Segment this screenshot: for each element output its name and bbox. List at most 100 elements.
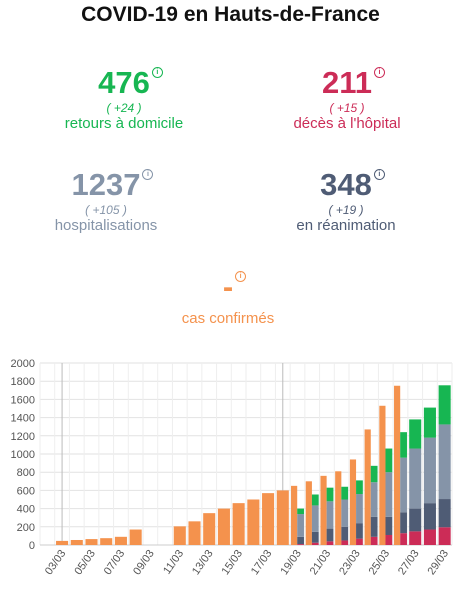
bar-segment-retours-domicile	[341, 486, 349, 500]
stat-deces: 211 i ( +15 ) décès à l'hôpital	[237, 66, 457, 133]
bar-segment-d-c-s-l-h-pital	[326, 541, 334, 545]
bar-cas-confirmes	[247, 499, 260, 545]
bar-cas-confirmes	[335, 471, 342, 545]
bar-segment-retours-domicile	[356, 480, 363, 495]
y-tick-label: 1200	[11, 431, 35, 443]
y-tick-label: 1800	[11, 376, 35, 388]
bar-segment-hospitalisations	[356, 494, 363, 524]
bar-cas-confirmes	[232, 503, 245, 545]
stat-reanimation-value: 348 i	[320, 168, 385, 202]
bar-cas-confirmes	[291, 485, 298, 545]
bar-segment-retours-domicile	[409, 419, 422, 449]
stat-hospitalisations-label: hospitalisations	[54, 217, 158, 234]
info-circle-icon[interactable]: i	[235, 271, 247, 282]
bar-segment-hospitalisations	[438, 424, 451, 500]
y-tick-label: 1600	[11, 394, 35, 406]
x-tick-label: 11/03	[161, 548, 186, 577]
y-tick-label: 800	[17, 467, 35, 479]
bar-cas-confirmes	[114, 536, 127, 545]
bar-segment-hospitalisations	[409, 448, 422, 509]
x-tick-label: 17/03	[249, 548, 275, 577]
bar-segment-d-c-s-l-h-pital	[385, 534, 393, 545]
x-tick-label: 09/03	[131, 548, 157, 577]
bar-segment-hospitalisations	[400, 457, 407, 513]
x-tick-label: 03/03	[43, 548, 69, 577]
bar-cas-confirmes	[349, 459, 357, 545]
x-tick-label: 05/03	[72, 548, 98, 577]
stat-hospitalisations: 1237 i ( +105 ) hospitalisations	[0, 168, 216, 235]
x-tick-label: 25/03	[367, 548, 393, 577]
x-tick-label: 13/03	[190, 548, 216, 577]
bar-segment-retours-domicile	[370, 465, 378, 483]
bar-segment-en-r-animation	[400, 512, 407, 534]
bar-cas-confirmes	[56, 540, 69, 545]
bar-cas-confirmes	[100, 538, 113, 545]
bar-segment-en-r-animation	[341, 526, 349, 541]
stat-cas-value: -i	[223, 270, 247, 304]
bar-segment-hospitalisations	[341, 499, 349, 527]
bar-segment-d-c-s-l-h-pital	[423, 529, 436, 545]
bar-segment-d-c-s-l-h-pital	[311, 542, 319, 545]
stat-deces-delta: ( +15 )	[329, 101, 365, 115]
bar-segment-hospitalisations	[423, 437, 436, 504]
info-circle-icon[interactable]: i	[374, 67, 385, 78]
info-circle-icon[interactable]: i	[151, 67, 163, 78]
x-tick-label: 27/03	[396, 548, 422, 577]
bar-cas-confirmes	[173, 526, 186, 545]
stat-reanimation-label: en réanimation	[296, 217, 396, 234]
page-title: COVID-19 en Hauts-de-France	[81, 3, 380, 26]
bar-cas-confirmes	[262, 493, 275, 545]
x-tick-label: 19/03	[278, 548, 304, 577]
stat-retours: 476 i ( +24 ) retours à domicile	[14, 66, 234, 133]
stat-reanimation: 348 i ( +19 ) en réanimation	[236, 168, 456, 235]
x-tick-label: 15/03	[219, 548, 245, 577]
bar-segment-hospitalisations	[370, 482, 378, 517]
stat-reanimation-delta: ( +19 )	[328, 203, 364, 217]
bar-segment-retours-domicile	[400, 432, 407, 458]
bar-cas-confirmes	[379, 405, 386, 545]
bar-segment-en-r-animation	[385, 516, 393, 535]
bar-segment-retours-domicile	[297, 508, 304, 515]
bar-segment-retours-domicile	[326, 487, 334, 502]
bar-segment-d-c-s-l-h-pital	[438, 527, 451, 545]
bar-segment-en-r-animation	[438, 499, 451, 528]
x-tick-label: 21/03	[308, 548, 334, 577]
y-tick-label: 1000	[11, 449, 35, 461]
bar-segment-hospitalisations	[385, 472, 393, 517]
stat-retours-label: retours à domicile	[64, 115, 184, 132]
x-tick-label: 07/03	[102, 548, 128, 577]
bar-segment-d-c-s-l-h-pital	[297, 544, 304, 545]
stat-cas-label: cas confirmés	[181, 310, 275, 327]
bar-segment-en-r-animation	[311, 531, 319, 543]
bar-cas-confirmes	[320, 475, 327, 545]
bar-cas-confirmes	[276, 490, 289, 545]
bar-segment-en-r-animation	[409, 508, 422, 532]
stat-cas: -i cas confirmés	[118, 270, 338, 328]
y-tick-label: 1400	[11, 413, 35, 425]
bar-segment-retours-domicile	[438, 385, 451, 425]
info-circle-icon[interactable]: i	[142, 169, 154, 180]
bar-segment-d-c-s-l-h-pital	[370, 536, 378, 545]
stat-retours-delta: ( +24 )	[106, 101, 142, 115]
bar-segment-retours-domicile	[385, 448, 393, 473]
stat-hospitalisations-value: 1237 i	[72, 168, 154, 202]
bar-segment-d-c-s-l-h-pital	[341, 540, 349, 545]
bar-segment-en-r-animation	[297, 536, 304, 545]
stat-hospitalisations-delta: ( +105 )	[85, 203, 127, 217]
bar-segment-en-r-animation	[423, 503, 436, 530]
x-tick-label: 23/03	[337, 548, 363, 577]
bar-cas-confirmes	[129, 529, 142, 545]
bar-segment-retours-domicile	[311, 494, 319, 506]
bar-cas-confirmes	[217, 508, 230, 545]
bar-cas-confirmes	[85, 539, 98, 545]
bar-segment-retours-domicile	[423, 407, 436, 438]
info-circle-icon[interactable]: i	[373, 169, 385, 180]
bar-cas-confirmes	[305, 481, 312, 545]
bar-cas-confirmes	[70, 539, 83, 545]
stat-deces-value: 211 i	[322, 66, 385, 100]
bar-segment-d-c-s-l-h-pital	[400, 533, 407, 545]
bar-segment-en-r-animation	[356, 523, 363, 539]
bar-segment-hospitalisations	[297, 514, 304, 537]
x-tick-label: 29/03	[425, 548, 451, 577]
